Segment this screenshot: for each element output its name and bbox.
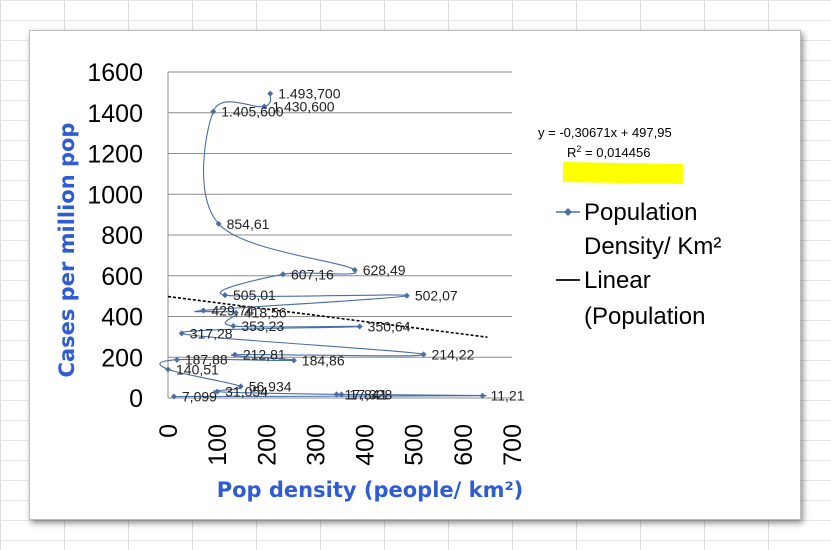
data-label-13: 214,22 xyxy=(432,346,475,362)
y-tick-1600: 1600 xyxy=(87,59,143,87)
chart-area[interactable] xyxy=(29,30,801,520)
x-tick-700: 700 xyxy=(499,424,527,466)
data-point-0 xyxy=(267,90,274,97)
data-point-23 xyxy=(170,393,177,400)
data-label-6: 505,01 xyxy=(233,287,276,303)
data-point-14 xyxy=(231,351,238,358)
data-label-10: 353,23 xyxy=(241,318,284,334)
y-tick-1400: 1400 xyxy=(87,100,143,128)
data-point-8 xyxy=(200,307,207,314)
data-point-13 xyxy=(420,351,427,358)
data-label-17: 140,51 xyxy=(176,361,219,377)
data-label-18: 56,934 xyxy=(249,378,292,394)
data-point-17 xyxy=(165,366,171,373)
x-axis-title: Pop density (people/ km²) xyxy=(217,478,524,502)
x-tick-400: 400 xyxy=(352,424,380,466)
data-point-9 xyxy=(232,309,239,316)
y-tick-0: 0 xyxy=(129,385,143,413)
data-label-4: 628,49 xyxy=(363,262,406,278)
data-point-7 xyxy=(403,292,410,299)
x-tick-100: 100 xyxy=(204,424,232,466)
data-point-1 xyxy=(261,103,268,110)
trendline-equation: y = -0,30671x + 497,95 xyxy=(538,125,672,140)
data-label-8: 429,74 xyxy=(211,302,254,318)
x-tick-labels: 0 100 200 300 400 500 600 700 xyxy=(155,424,527,466)
data-label-22: 11,21 xyxy=(491,388,525,404)
x-tick-600: 600 xyxy=(450,424,478,466)
legend-series2-label-line1: Linear xyxy=(584,267,651,294)
y-axis-title: Cases per million pop xyxy=(55,123,79,378)
data-label-11: 350,64 xyxy=(368,319,411,335)
data-label-0: 1.493,700 xyxy=(278,86,340,102)
x-tick-0: 0 xyxy=(155,424,183,438)
legend-series2-label-line2: (Population xyxy=(584,303,705,330)
y-tick-800: 800 xyxy=(101,222,143,250)
data-point-19 xyxy=(214,388,221,395)
data-point-10 xyxy=(230,323,237,330)
data-label-23: 7,099 xyxy=(182,389,217,405)
y-tick-labels: 0 200 400 600 800 1000 1200 1400 1600 xyxy=(87,59,143,413)
y-tick-1200: 1200 xyxy=(87,141,143,169)
y-tick-600: 600 xyxy=(101,263,143,291)
r-squared-prefix: R xyxy=(567,145,576,160)
r-squared-number: = 0,014456 xyxy=(581,145,650,160)
series-markers xyxy=(165,90,486,400)
data-label-19: 31,054 xyxy=(225,384,268,400)
data-label-16: 187,88 xyxy=(185,352,228,368)
data-point-15 xyxy=(290,357,297,364)
data-label-1: 1.430,600 xyxy=(272,99,334,115)
data-label-7: 502,07 xyxy=(415,288,458,304)
equation-highlight xyxy=(562,161,684,185)
data-point-11 xyxy=(356,323,363,330)
data-label-2: 1.405,600 xyxy=(221,104,283,120)
trendline xyxy=(167,295,488,338)
data-point-2 xyxy=(210,108,217,115)
data-point-4 xyxy=(351,266,358,273)
data-label-15: 184,86 xyxy=(302,352,345,368)
y-tick-1000: 1000 xyxy=(87,181,143,209)
legend: Population Density/ Km² Linear (Populati… xyxy=(556,199,721,330)
series-line-population-density xyxy=(159,93,487,398)
x-tick-200: 200 xyxy=(253,424,281,466)
data-point-16 xyxy=(173,356,180,363)
data-label-21: 17,328 xyxy=(349,386,392,402)
x-tick-300: 300 xyxy=(302,424,330,466)
data-point-3 xyxy=(215,220,222,227)
data-point-5 xyxy=(279,271,286,278)
data-point-20 xyxy=(333,391,340,398)
data-label-20: 17,841 xyxy=(345,386,388,402)
y-tick-200: 200 xyxy=(101,344,143,372)
r-squared-value: R2 = 0,014456 xyxy=(567,144,650,160)
r-squared-superscript: 2 xyxy=(576,144,581,154)
data-point-22 xyxy=(479,392,486,399)
legend-series1-label-line2: Density/ Km² xyxy=(584,233,721,260)
data-label-9: 418,56 xyxy=(244,305,287,321)
data-label-12: 317,28 xyxy=(190,325,233,341)
data-point-6 xyxy=(222,292,229,299)
data-label-14: 212,81 xyxy=(243,347,286,363)
gridlines xyxy=(167,71,512,399)
legend-series1-marker xyxy=(564,208,572,216)
data-point-21 xyxy=(338,391,345,398)
y-tick-400: 400 xyxy=(101,304,143,332)
data-label-5: 607,16 xyxy=(291,266,334,282)
data-point-18 xyxy=(237,383,244,390)
data-label-3: 854,61 xyxy=(227,216,270,232)
legend-series1-label-line1: Population xyxy=(584,199,697,226)
x-tick-500: 500 xyxy=(401,424,429,466)
data-point-12 xyxy=(178,330,185,337)
